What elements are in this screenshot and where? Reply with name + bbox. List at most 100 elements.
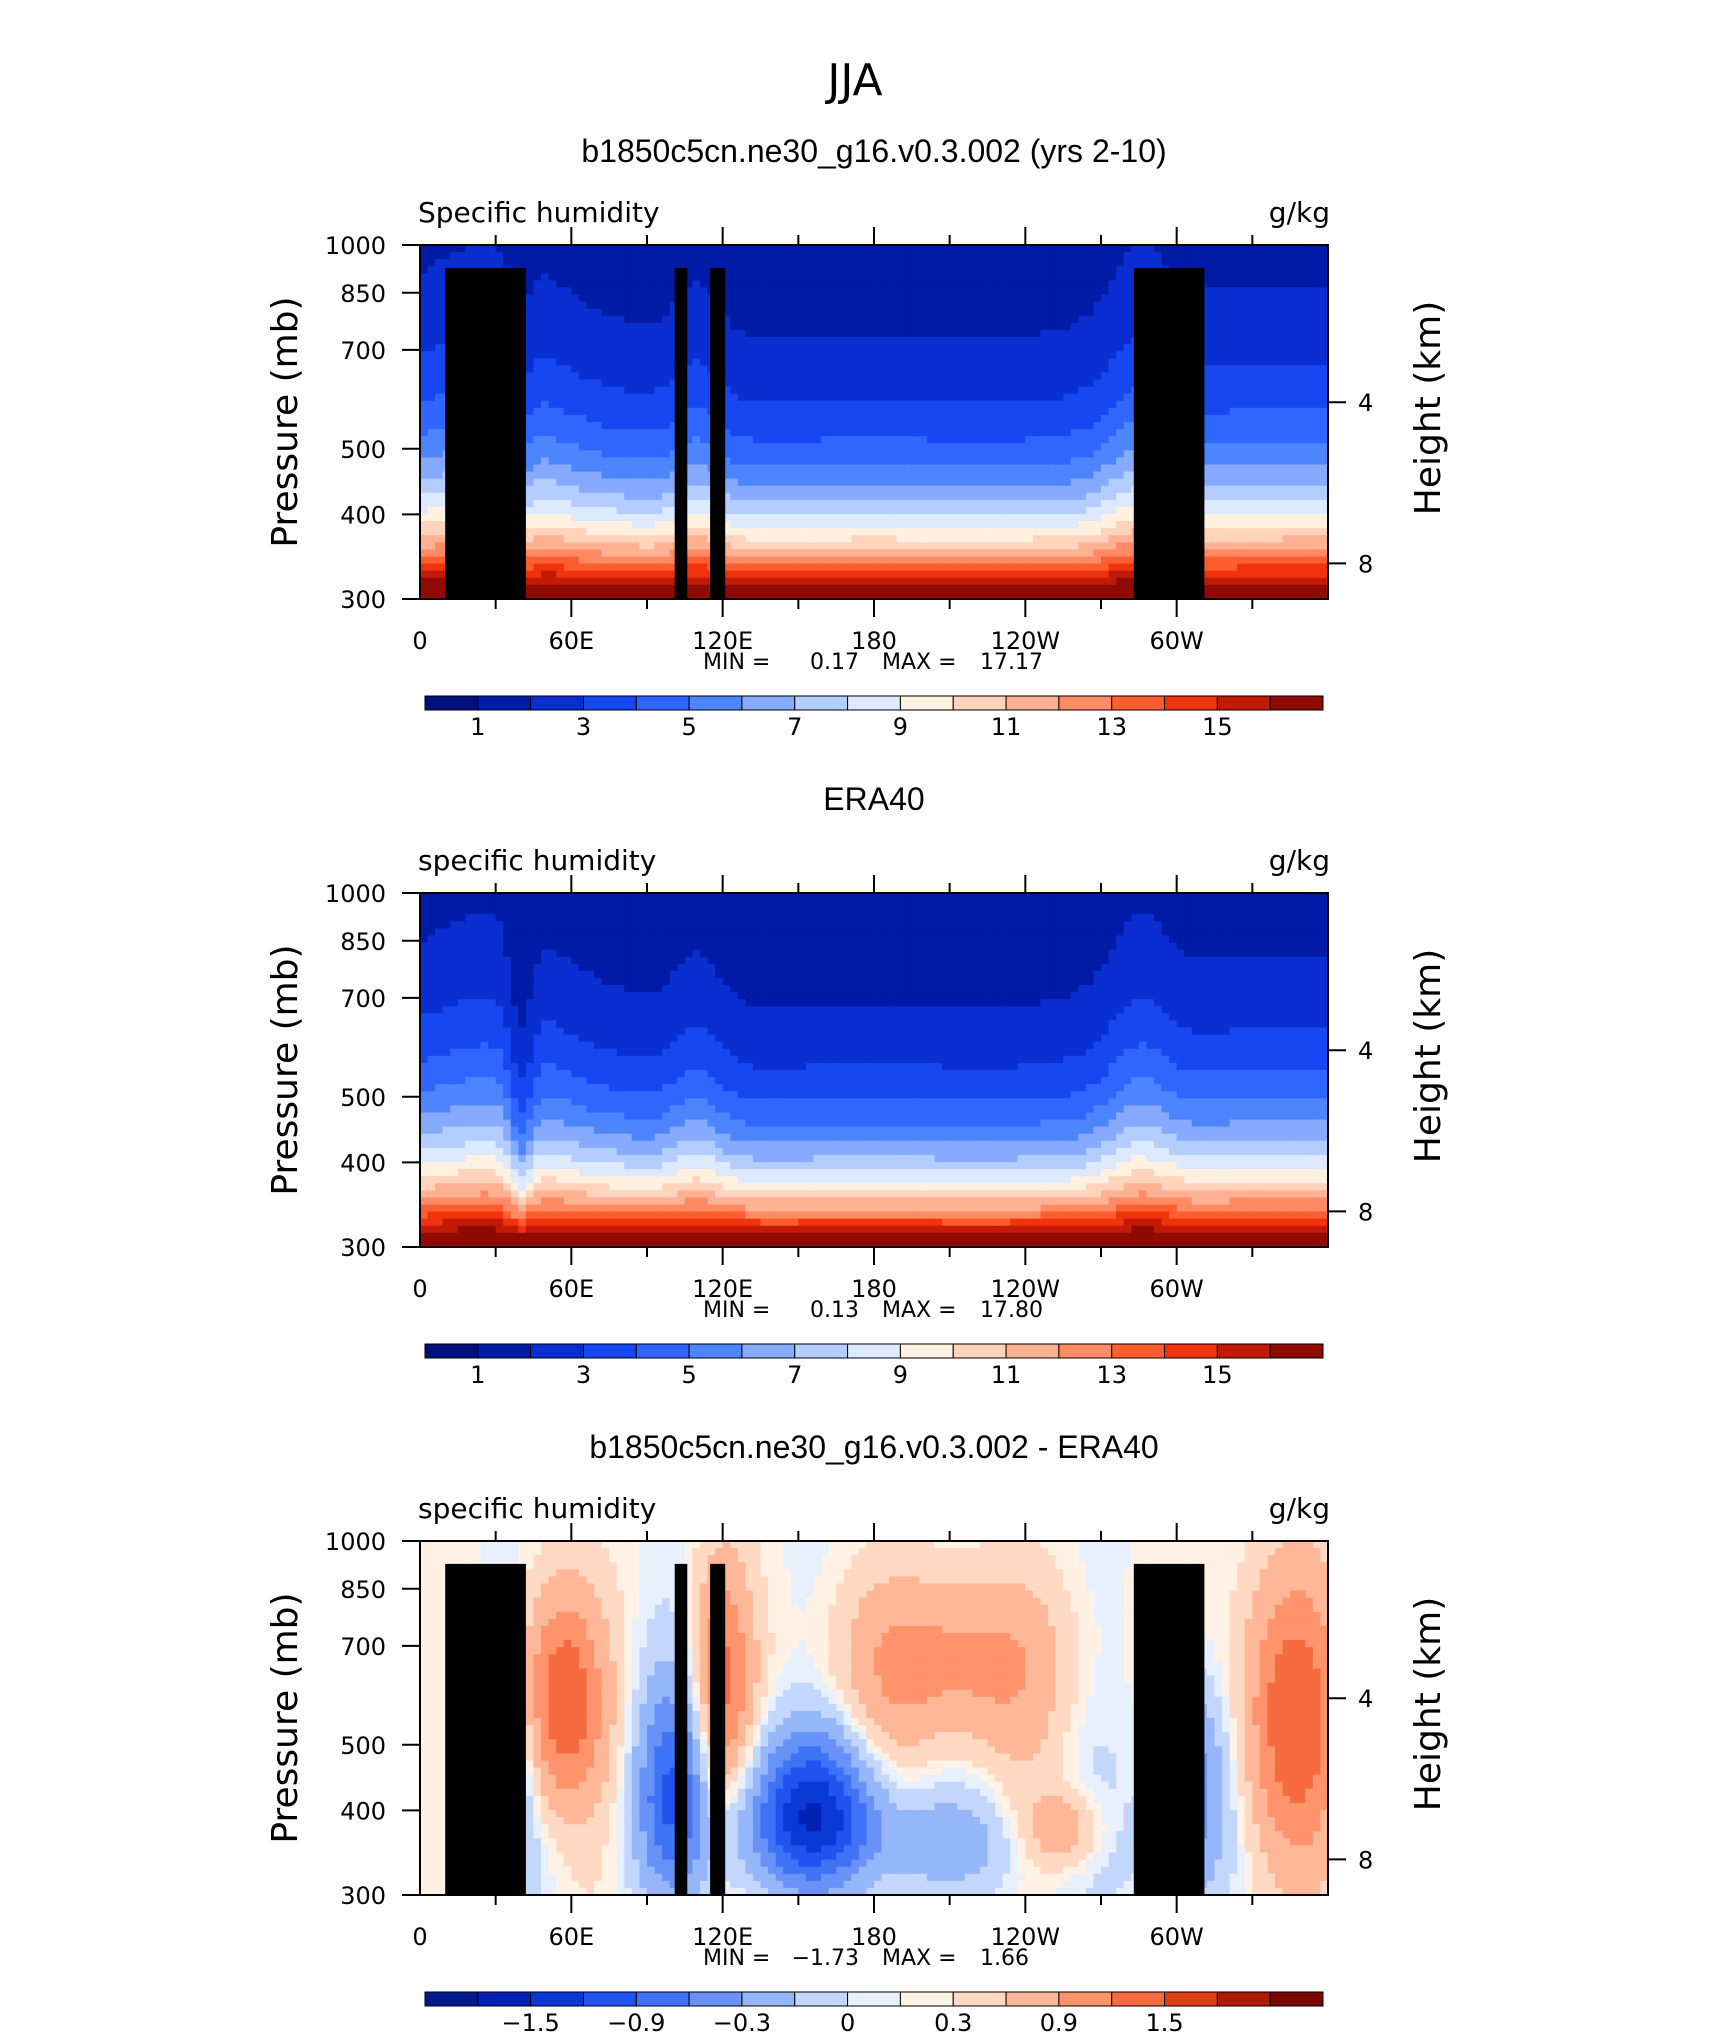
field-cell [1040, 301, 1049, 310]
field-cell [828, 365, 837, 374]
field-cell [1093, 337, 1102, 345]
field-cell [836, 492, 845, 501]
field-cell [435, 464, 444, 473]
field-cell [995, 485, 1004, 494]
field-cell [926, 464, 936, 473]
field-cell [1108, 506, 1117, 515]
field-cell [1093, 443, 1102, 451]
field-cell [775, 365, 784, 374]
field-cell [813, 436, 822, 444]
field-cell [1108, 344, 1117, 352]
field-cell [964, 280, 973, 289]
field-cell [768, 273, 777, 281]
field-cell [798, 372, 807, 381]
field-cell [843, 322, 852, 331]
field-cell [420, 287, 429, 296]
field-cell [745, 506, 754, 515]
field-cell [836, 393, 845, 402]
field-cell [805, 450, 815, 458]
field-cell [1320, 422, 1328, 430]
field-cell [427, 280, 436, 289]
field-cell [836, 329, 845, 338]
field-cell [889, 535, 898, 543]
field-cell [571, 329, 580, 338]
field-cell [737, 344, 746, 352]
field-cell [874, 337, 883, 345]
field-cell [843, 457, 852, 466]
field-cell [1244, 506, 1253, 515]
field-cell [692, 308, 701, 317]
figure-title: JJA [824, 55, 882, 106]
field-cell [949, 499, 958, 508]
field-cell [1229, 471, 1238, 480]
field-cell [699, 393, 709, 402]
field-cell [722, 492, 731, 501]
field-cell [919, 471, 928, 480]
field-cell [964, 344, 973, 352]
field-cell [533, 436, 542, 444]
field-cell [1229, 492, 1238, 501]
field-cell [813, 372, 822, 381]
field-cell [541, 351, 550, 359]
field-cell [1070, 294, 1079, 303]
field-cell [979, 429, 989, 437]
field-cell [964, 506, 973, 515]
field-cell [874, 414, 883, 423]
field-cell [533, 528, 542, 536]
field-cell [1267, 393, 1276, 402]
field-cell [1312, 372, 1322, 381]
field-cell [1032, 315, 1042, 324]
field-cell [866, 301, 875, 310]
field-cell [881, 400, 890, 409]
field-cell [1259, 506, 1269, 515]
field-cell [911, 471, 920, 480]
field-cell [435, 351, 444, 359]
field-cell [1214, 351, 1223, 359]
field-cell [737, 471, 746, 480]
field-cell [957, 457, 966, 466]
field-cell [805, 273, 815, 281]
field-cell [775, 386, 784, 395]
field-cell [669, 259, 678, 267]
field-cell [601, 322, 610, 331]
field-cell [647, 471, 656, 480]
field-cell [768, 259, 777, 267]
field-cell [1267, 506, 1276, 515]
field-cell [1108, 280, 1117, 289]
field-cell [1093, 429, 1102, 437]
field-cell [692, 450, 701, 458]
field-cell [995, 478, 1004, 487]
field-cell [889, 429, 898, 437]
field-cell [858, 478, 868, 487]
field-cell [805, 259, 815, 267]
field-cell [699, 344, 709, 352]
field-cell [1244, 252, 1253, 260]
field-cell [571, 506, 580, 515]
field-cell [949, 457, 958, 466]
field-cell [586, 407, 595, 416]
field-cell [654, 365, 663, 374]
field-cell [1184, 259, 1193, 267]
field-cell [942, 407, 951, 416]
field-cell [1025, 400, 1034, 409]
field-cell [730, 245, 739, 253]
field-cell [420, 422, 429, 430]
field-cell [911, 429, 920, 437]
field-cell [851, 280, 860, 289]
field-cell [1063, 400, 1072, 409]
field-cell [586, 273, 595, 281]
field-cell [699, 422, 709, 430]
field-cell [934, 301, 943, 310]
field-cell [1108, 499, 1117, 508]
field-cell [684, 358, 693, 366]
field-cell [926, 393, 936, 402]
field-cell [866, 266, 875, 274]
field-cell [571, 273, 580, 281]
field-cell [881, 450, 890, 458]
field-cell [624, 471, 633, 480]
field-cell [722, 315, 731, 324]
field-cell [1002, 393, 1011, 402]
field-cell [609, 315, 618, 324]
field-cell [904, 492, 913, 501]
field-cell [1259, 273, 1269, 281]
